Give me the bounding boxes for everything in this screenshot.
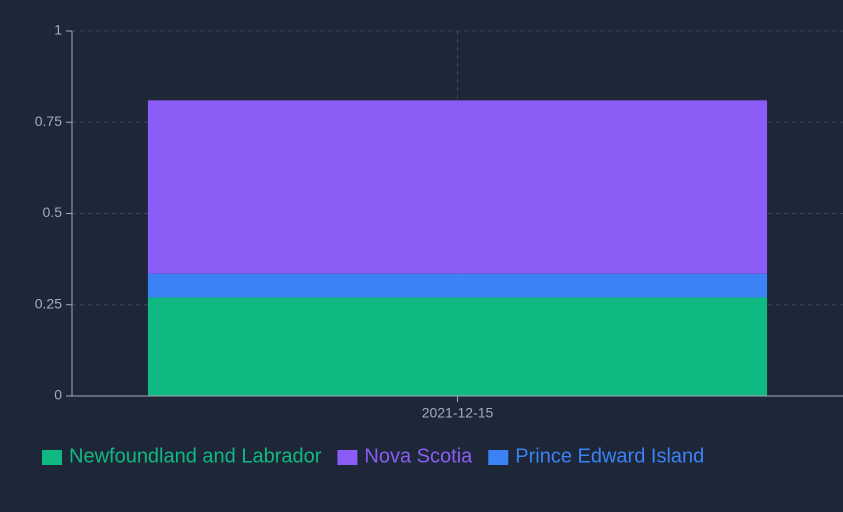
legend-text: Prince Edward Island [515, 445, 704, 467]
y-tick-label: 0.75 [35, 113, 62, 129]
legend-swatch [337, 450, 358, 465]
legend-swatch [488, 450, 509, 465]
y-tick-label: 0.5 [43, 204, 63, 220]
legend-text: Newfoundland and Labrador [69, 445, 322, 467]
y-tick-label: 0 [54, 387, 62, 403]
legend-swatch [42, 450, 62, 465]
bar-segment [147, 273, 768, 298]
y-tick-label: 1 [54, 22, 62, 38]
bar-segment [147, 100, 768, 274]
x-tick-label: 2021-12-15 [422, 405, 494, 421]
legend-text: Nova Scotia [364, 445, 473, 467]
y-tick-label: 0.25 [35, 295, 62, 311]
bar-segment [147, 297, 768, 396]
